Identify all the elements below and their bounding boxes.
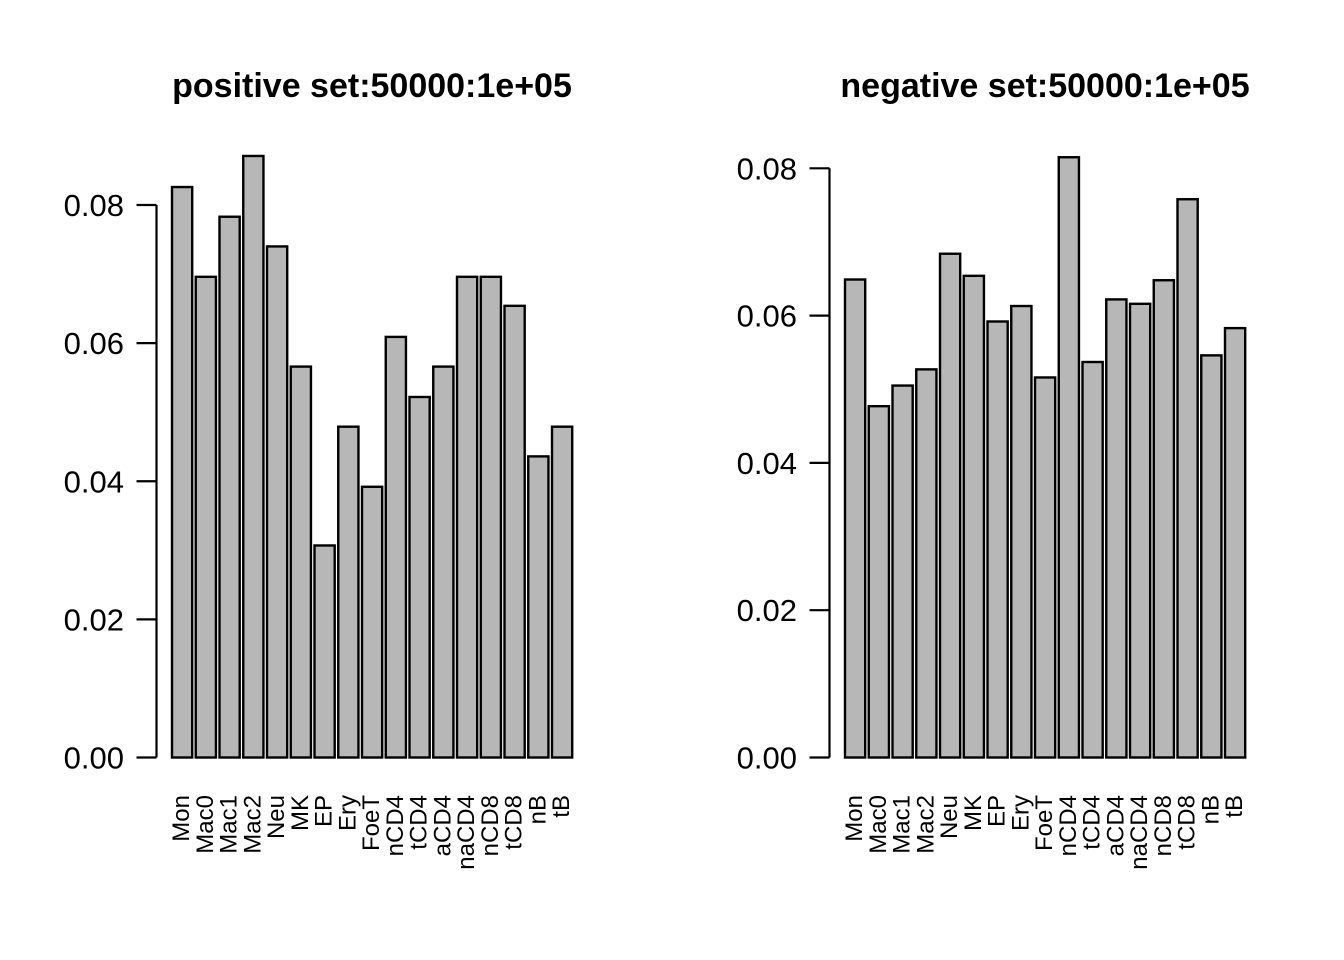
bar-EP [986, 320, 1009, 759]
x-tick-label: nCD4 [382, 795, 409, 856]
bar-aCD4 [1105, 298, 1128, 759]
x-tick-label: nCD8 [1150, 795, 1177, 856]
x-tick-label: nCD4 [1055, 795, 1082, 856]
x-tick-label: Neu [936, 795, 963, 839]
bar-tCD4 [1081, 360, 1104, 759]
x-axis-labels: MonMac0Mac1Mac2NeuMKEPEryFoeTnCD4tCD4aCD… [841, 795, 1248, 870]
x-tick-label: Mac2 [239, 795, 266, 854]
y-tick-label: 0.00 [64, 741, 124, 776]
x-tick-label: tB [1221, 795, 1248, 818]
x-tick-label: Ery [1007, 795, 1034, 831]
bar-Neu [938, 252, 962, 759]
bar-MK [962, 274, 986, 759]
bar-tB [1223, 326, 1247, 759]
bar-tB [550, 425, 574, 759]
x-tick-label: Neu [263, 795, 290, 839]
x-tick-label: nB [524, 795, 551, 824]
x-tick-label: FoeT [358, 795, 385, 851]
y-tick-label: 0.08 [64, 188, 124, 223]
y-tick-label: 0.06 [64, 326, 124, 361]
bar-MK [289, 365, 313, 759]
chart-positive-set: positive set:50000:1e+05 0.000.020.040.0… [64, 67, 575, 870]
x-tick-label: tCD4 [1079, 795, 1106, 850]
bar-tCD8 [1176, 198, 1199, 759]
chart-title: positive set:50000:1e+05 [172, 67, 572, 105]
bar-Ery [1010, 304, 1033, 759]
y-tick-label: 0.02 [64, 602, 124, 637]
x-tick-label: naCD4 [1126, 795, 1153, 870]
x-tick-label: Mac0 [192, 795, 219, 854]
bar-nCD8 [479, 275, 503, 759]
bar-Mac0 [867, 404, 891, 759]
x-tick-label: Mac1 [216, 795, 243, 854]
x-tick-label: tCD8 [501, 795, 528, 850]
bar-nCD4 [1057, 156, 1081, 759]
bar-Mac2 [242, 154, 265, 759]
x-tick-label: tCD8 [1174, 795, 1201, 850]
bar-naCD4 [1128, 302, 1152, 759]
bar-FoeT [1033, 376, 1057, 759]
chart-title: negative set:50000:1e+05 [840, 67, 1249, 105]
bar-nCD4 [384, 335, 408, 759]
x-tick-label: Mac0 [865, 795, 892, 854]
x-tick-label: Mon [168, 795, 195, 842]
x-tick-label: Mac1 [889, 795, 916, 854]
x-tick-label: EP [311, 795, 338, 827]
bar-Mac0 [194, 275, 218, 759]
bar-Mon [170, 185, 194, 759]
x-tick-label: tCD4 [406, 795, 433, 850]
chart-negative-set: negative set:50000:1e+05 0.000.020.040.0… [737, 67, 1250, 870]
bar-naCD4 [455, 275, 479, 759]
bar-Mon [843, 278, 867, 759]
bar-FoeT [360, 485, 384, 759]
bar-nCD8 [1152, 279, 1176, 759]
bars [843, 156, 1247, 759]
y-tick-label: 0.04 [737, 446, 797, 481]
x-tick-label: nB [1197, 795, 1224, 824]
bar-tCD8 [503, 304, 526, 759]
bar-nB [527, 455, 550, 759]
bar-Neu [265, 245, 289, 759]
bar-Mac1 [891, 384, 914, 759]
x-tick-label: aCD4 [429, 795, 456, 856]
bar-aCD4 [432, 365, 455, 759]
bar-Mac2 [915, 368, 938, 759]
bar-Mac1 [218, 215, 241, 759]
y-axis: 0.00 0.02 0.04 0.06 0.08 [64, 188, 158, 776]
x-tick-label: MK [960, 795, 987, 831]
x-tick-label: aCD4 [1102, 795, 1129, 856]
x-tick-label: FoeT [1031, 795, 1058, 851]
y-tick-label: 0.06 [737, 299, 797, 334]
bar-Ery [337, 425, 360, 759]
x-tick-label: MK [287, 795, 314, 831]
bar-nB [1200, 354, 1223, 759]
x-axis-labels: MonMac0Mac1Mac2NeuMKEPEryFoeTnCD4tCD4aCD… [168, 795, 575, 870]
x-tick-label: Ery [334, 795, 361, 831]
y-tick-label: 0.08 [737, 151, 797, 186]
x-tick-label: Mon [841, 795, 868, 842]
y-axis: 0.00 0.02 0.04 0.06 0.08 [737, 151, 831, 776]
bar-tCD4 [408, 395, 431, 759]
x-tick-label: tB [548, 795, 575, 818]
x-tick-label: EP [984, 795, 1011, 827]
bar-EP [313, 544, 336, 759]
x-tick-label: naCD4 [453, 795, 480, 870]
x-tick-label: Mac2 [912, 795, 939, 854]
y-tick-label: 0.00 [737, 741, 797, 776]
bars [170, 154, 574, 759]
x-tick-label: nCD8 [477, 795, 504, 856]
y-tick-label: 0.02 [737, 593, 797, 628]
y-tick-label: 0.04 [64, 464, 124, 499]
